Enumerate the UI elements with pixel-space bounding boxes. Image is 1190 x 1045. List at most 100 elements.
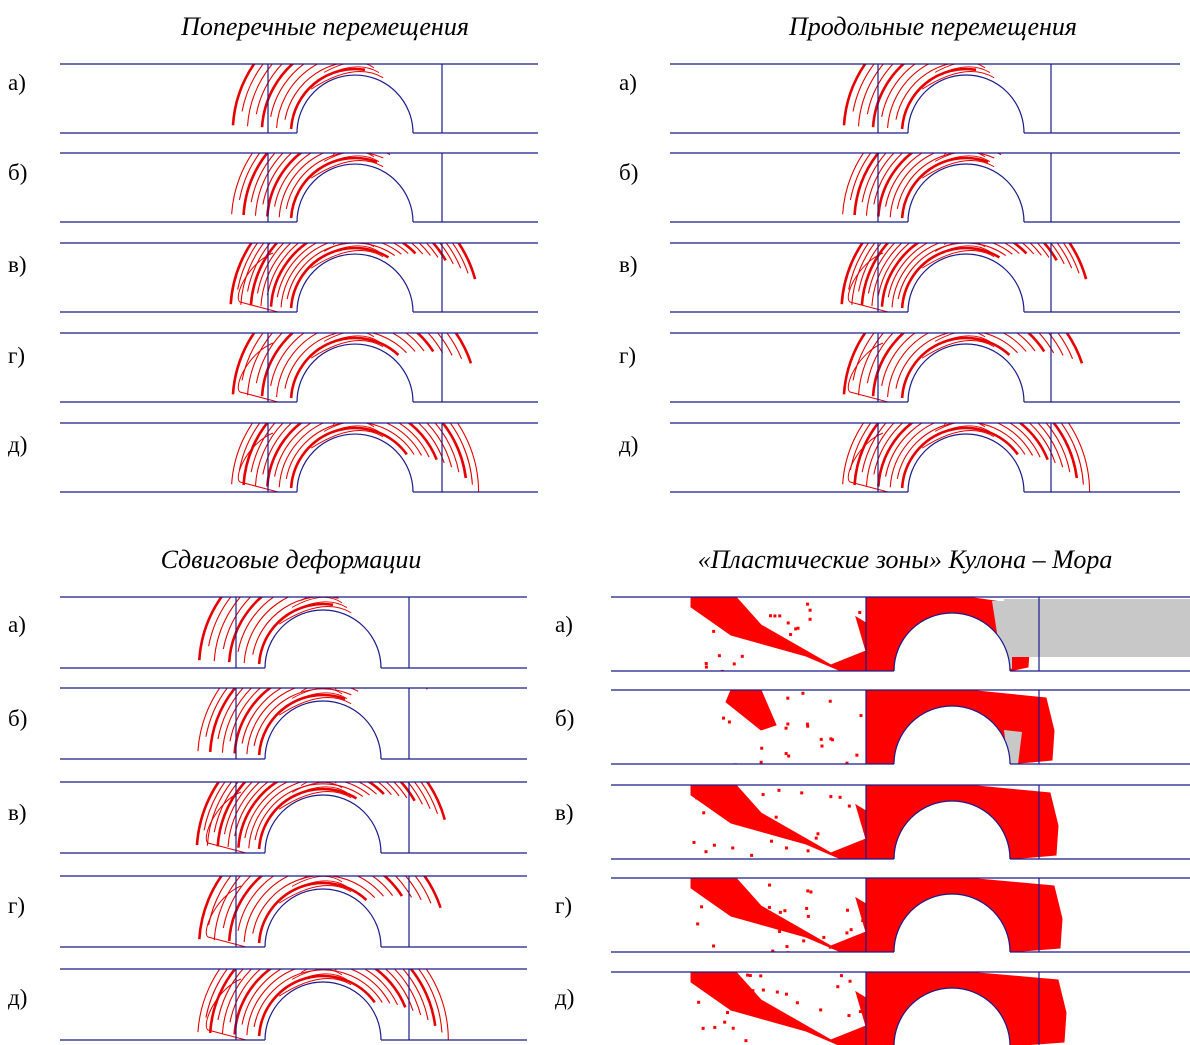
contour-line — [229, 243, 477, 305]
panel-frame — [60, 332, 538, 403]
contour-line — [238, 423, 473, 485]
contour-line — [237, 432, 279, 492]
contour-line — [195, 782, 447, 846]
contour-line — [231, 153, 459, 215]
contour-line — [278, 978, 352, 997]
plastic-speckle — [744, 1039, 748, 1043]
contour-line — [237, 252, 279, 312]
panel-shear-d — [60, 968, 527, 1041]
contour-line — [278, 606, 352, 625]
contour-line — [208, 688, 237, 752]
panel-frame — [611, 971, 1190, 1045]
contour-line — [260, 64, 295, 128]
contour-line — [274, 153, 312, 207]
contour-line — [921, 340, 995, 359]
cavity-outline — [893, 705, 1011, 765]
plastic-speckle — [771, 949, 775, 952]
contour-line — [877, 243, 1035, 296]
panel-frame — [60, 875, 527, 948]
contour-line — [205, 791, 247, 853]
plastic-speckle — [808, 617, 812, 621]
panel-frame — [60, 687, 527, 760]
contour-line — [216, 782, 416, 847]
plastic-speckle — [776, 638, 780, 642]
plastic-speckle — [795, 1001, 799, 1005]
contour-line — [197, 969, 449, 1040]
contour-line — [865, 153, 895, 216]
contour-line — [300, 969, 337, 973]
plastic-speckle — [806, 914, 810, 918]
label-shear-d: д) — [8, 985, 28, 1010]
panel-shear-b — [60, 687, 527, 760]
contour-line — [842, 333, 1084, 395]
contour-line — [842, 153, 1070, 215]
contour-line — [206, 782, 431, 846]
cavity — [297, 434, 413, 492]
panel-content — [229, 243, 477, 312]
plastic-speckle — [752, 719, 756, 723]
plastic-speckle — [769, 839, 773, 843]
plastic-speckle — [773, 614, 777, 618]
plastic-speckle — [820, 744, 824, 748]
contour-line — [887, 64, 930, 129]
contour-line — [289, 156, 378, 219]
cavity — [265, 795, 381, 853]
plastic-speckle — [768, 614, 772, 618]
plastic-speckle — [784, 992, 788, 996]
contour-line — [276, 333, 416, 398]
plastic-speckle — [836, 985, 840, 989]
panel-content — [197, 688, 428, 756]
label-transverse-a: а) — [8, 70, 26, 95]
contour-line — [881, 64, 916, 118]
contour-line — [205, 969, 443, 1033]
plastic-speckle — [796, 626, 800, 630]
plastic-speckle — [700, 905, 704, 909]
label-transverse-g: г) — [8, 343, 26, 368]
title-plastic: «Пластические зоны» Кулона – Мора — [697, 545, 1113, 574]
label-longitudinal-a: а) — [619, 70, 637, 95]
panel-content — [231, 64, 384, 130]
contour-line — [927, 155, 991, 170]
cavity-outline — [264, 794, 382, 854]
contour-line — [257, 881, 368, 944]
plastic-speckle — [800, 791, 804, 795]
contour-line — [255, 333, 444, 384]
contour-line — [853, 423, 1079, 486]
contour-line — [289, 246, 390, 309]
contour-line — [900, 336, 1011, 399]
contour-line — [289, 426, 408, 489]
panel-plastic-b — [611, 689, 1190, 765]
contour-line — [254, 153, 284, 216]
plastic-speckle — [767, 716, 771, 720]
contour-line — [885, 423, 1041, 477]
contour-line — [887, 243, 1020, 298]
contour-line — [276, 64, 319, 129]
plastic-speckle — [740, 654, 744, 658]
contour-line — [934, 333, 986, 342]
panel-frame — [670, 152, 1180, 223]
contour-line — [900, 67, 977, 130]
cavity-outline — [907, 433, 1025, 493]
panel-frame — [611, 877, 1190, 953]
plastic-speckle — [704, 665, 708, 669]
plastic-speckle — [731, 806, 735, 810]
contour-line — [889, 423, 1034, 488]
plastic-speckle — [806, 849, 810, 853]
panel-content — [840, 243, 1088, 312]
contour-line — [248, 782, 370, 849]
plastic-speckle — [751, 1002, 755, 1006]
contour-line — [269, 243, 417, 307]
plastic-speckle — [770, 1012, 774, 1016]
contour-line — [213, 782, 423, 833]
label-longitudinal-v: в) — [619, 252, 638, 277]
plastic-speckle — [768, 883, 772, 887]
plastic-speckle — [705, 883, 709, 887]
contour-line — [203, 782, 439, 831]
contour-line — [310, 250, 384, 269]
cavity — [894, 988, 1010, 1045]
plastic-speckle — [740, 706, 744, 710]
plastic-speckle — [778, 614, 782, 618]
contour-line — [866, 333, 1055, 384]
contour-line — [205, 978, 247, 1040]
contour-line — [244, 782, 377, 839]
